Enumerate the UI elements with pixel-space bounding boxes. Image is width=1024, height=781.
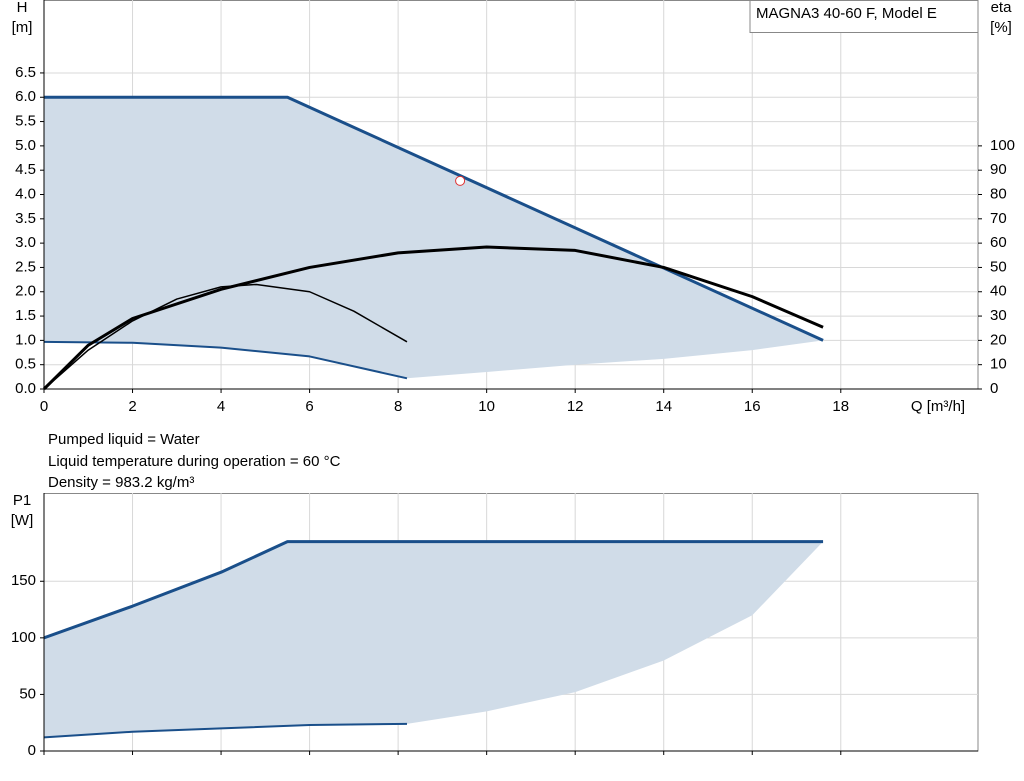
curve [43, 722, 407, 739]
y-axis-label: [W] [11, 512, 34, 529]
y2-tick-label: 70 [990, 210, 1007, 227]
curve [43, 340, 408, 380]
y2-tick-label: 100 [990, 137, 1015, 154]
y2-tick-label: 60 [990, 234, 1007, 251]
y-tick-label: 50 [19, 685, 36, 702]
y2-axis-label: eta [991, 0, 1013, 16]
y-axis-label: H [17, 0, 28, 16]
y-tick-label: 150 [11, 572, 36, 589]
note: Pumped liquid = Water [48, 431, 200, 448]
duty-point [455, 175, 466, 186]
x-tick-label: 12 [567, 398, 584, 415]
y2-axis-label: [%] [990, 19, 1012, 36]
y2-tick-label: 90 [990, 161, 1007, 178]
x-tick-label: 2 [128, 398, 136, 415]
x-tick-label: 0 [40, 398, 48, 415]
note: Density = 983.2 kg/m³ [48, 474, 194, 491]
y2-tick-label: 50 [990, 258, 1007, 275]
operating-area [44, 541, 824, 738]
y-tick-label: 1.5 [15, 307, 36, 324]
curve [42, 245, 824, 391]
x-tick-label: 14 [655, 398, 672, 415]
y-tick-label: 6.0 [15, 88, 36, 105]
curve [44, 95, 824, 342]
y-tick-label: 3.0 [15, 234, 36, 251]
y-axis-label: [m] [12, 19, 33, 36]
y2-tick-label: 30 [990, 307, 1007, 324]
note: Liquid temperature during operation = 60… [48, 453, 341, 470]
x-tick-label: 16 [744, 398, 761, 415]
x-tick-label: 6 [305, 398, 313, 415]
y-tick-label: 100 [11, 629, 36, 646]
y-tick-label: 4.0 [15, 185, 36, 202]
y2-tick-label: 0 [990, 380, 998, 397]
title-box [749, 0, 979, 33]
curve [43, 540, 824, 640]
y2-tick-label: 10 [990, 356, 1007, 373]
y-tick-label: 0.5 [15, 356, 36, 373]
y2-tick-label: 20 [990, 331, 1007, 348]
x-tick-label: 8 [394, 398, 402, 415]
curve [43, 283, 408, 390]
x-tick-label: 18 [832, 398, 849, 415]
y2-tick-label: 80 [990, 185, 1007, 202]
y-tick-label: 6.5 [15, 64, 36, 81]
y-tick-label: 4.5 [15, 161, 36, 178]
y-tick-label: 1.0 [15, 331, 36, 348]
x-tick-label: 4 [217, 398, 225, 415]
y-tick-label: 0 [28, 742, 36, 759]
y-tick-label: 5.0 [15, 137, 36, 154]
y-tick-label: 0.0 [15, 380, 36, 397]
y-tick-label: 3.5 [15, 210, 36, 227]
x-tick-label: 10 [478, 398, 495, 415]
y2-tick-label: 40 [990, 283, 1007, 300]
plot [40, 0, 982, 393]
chart-title: MAGNA3 40-60 F, Model E [756, 5, 937, 22]
y-axis-label: P1 [13, 492, 31, 509]
plot [40, 493, 979, 755]
y-tick-label: 2.5 [15, 258, 36, 275]
x-axis-label: Q [m³/h] [911, 398, 965, 415]
y-tick-label: 2.0 [15, 283, 36, 300]
y-tick-label: 5.5 [15, 113, 36, 130]
operating-area [44, 97, 824, 379]
